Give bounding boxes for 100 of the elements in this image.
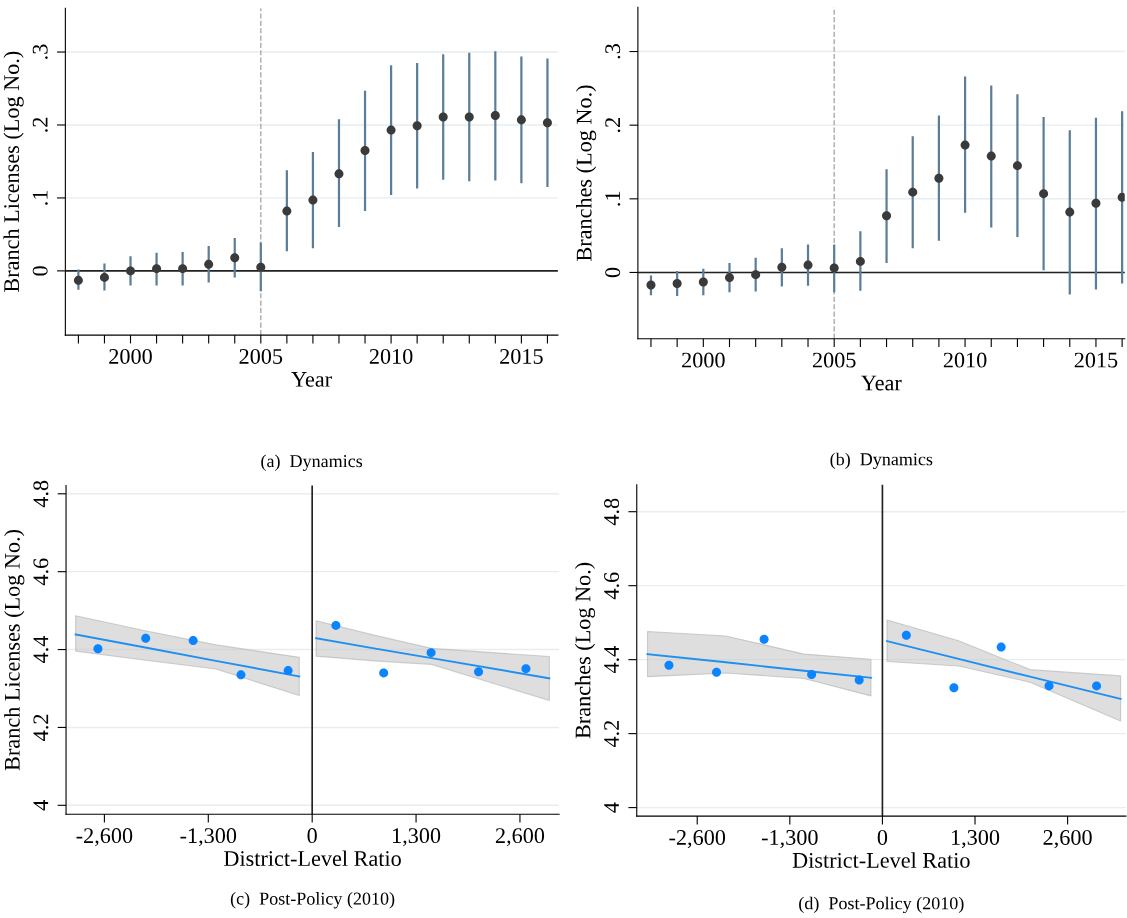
x-tick-label: 2015: [500, 348, 543, 364]
line-series: [74, 633, 301, 678]
x-tick-label: 2000: [682, 352, 725, 368]
point: [230, 253, 240, 263]
point: [490, 111, 500, 120]
point: [882, 211, 892, 221]
point: [1117, 192, 1125, 202]
y-tick-label: 4.2: [33, 714, 49, 741]
point: [803, 260, 813, 270]
point: [152, 264, 162, 274]
x-tick-label: 1,300: [951, 829, 1000, 849]
x-tick-label: 2010: [369, 348, 413, 364]
y-tick-label: 4.4: [604, 646, 620, 674]
point: [178, 264, 188, 274]
y-tick-label: .2: [32, 117, 48, 132]
point: [759, 634, 769, 644]
y-tick-label: 4: [33, 800, 49, 811]
x-axis-title: District-Level Ratio: [792, 852, 970, 868]
point: [438, 112, 448, 122]
point: [1092, 681, 1102, 691]
x-tick-label: 2005: [239, 348, 283, 364]
point: [308, 195, 318, 205]
point: [99, 272, 109, 282]
x-tick-label: 2,600: [495, 828, 545, 847]
point: [188, 636, 198, 646]
x-tick-label: 0: [307, 828, 317, 844]
point: [996, 642, 1006, 652]
y-tick-label: .3: [605, 44, 621, 59]
point: [93, 644, 103, 654]
x-axis-title: Year: [291, 372, 332, 387]
x-tick-label: -1,300: [761, 829, 818, 849]
y-axis-title: Branch Licenses (Log No.): [4, 529, 25, 771]
text: (c) Post-Policy (2010): [230, 892, 395, 909]
point: [725, 273, 734, 283]
y-tick-label: 4.2: [604, 720, 620, 748]
point: [646, 280, 656, 290]
text: (b) Dynamics: [830, 452, 933, 470]
x-tick-label: 2000: [109, 348, 152, 364]
x-tick-label: 0: [877, 829, 888, 845]
line-series: [315, 637, 551, 680]
y-tick-label: 0: [32, 266, 48, 276]
point: [141, 633, 151, 643]
x-tick-label: 2,600: [1043, 829, 1092, 849]
point: [854, 675, 864, 685]
point: [698, 277, 708, 287]
y-tick-label: 4.6: [604, 572, 620, 600]
x-tick-label: -2,600: [669, 829, 726, 849]
point: [934, 173, 944, 183]
x-axis-title: District-Level Ratio: [224, 850, 401, 867]
y-tick-label: .1: [32, 190, 48, 205]
point: [256, 262, 266, 272]
point: [829, 263, 839, 273]
x-axis-title: Year: [861, 375, 902, 391]
y-tick-label: 4: [604, 802, 619, 813]
y-axis-title: Branch Licenses (Log No.): [3, 51, 24, 292]
line-series: [886, 640, 1122, 700]
point: [331, 620, 341, 630]
x-tick-label: -1,300: [180, 828, 237, 847]
point: [807, 669, 817, 679]
point: [986, 151, 996, 161]
point: [542, 118, 552, 128]
point: [949, 683, 959, 693]
x-tick-label: 2005: [812, 352, 856, 368]
point: [521, 664, 531, 674]
point: [386, 125, 396, 135]
point: [464, 112, 474, 122]
point: [360, 146, 370, 156]
point: [1044, 681, 1054, 691]
point: [664, 660, 674, 670]
point: [126, 266, 136, 276]
point: [283, 666, 293, 676]
y-tick-label: .3: [32, 44, 48, 59]
y-tick-label: 4.8: [33, 480, 49, 508]
x-tick-label: 2010: [943, 352, 987, 368]
point: [751, 270, 761, 280]
y-tick-label: 0: [605, 267, 621, 278]
point: [672, 279, 682, 289]
point: [204, 259, 214, 269]
point: [474, 667, 484, 677]
y-tick-label: 4.8: [604, 498, 620, 526]
point: [282, 206, 292, 216]
x-tick-label: -2,600: [76, 828, 133, 847]
point: [1065, 207, 1075, 217]
point: [908, 187, 918, 197]
point: [426, 648, 436, 658]
y-tick-label: .1: [605, 191, 621, 206]
y-tick-label: .2: [605, 118, 621, 133]
point: [712, 667, 722, 677]
text: (a) Dynamics: [261, 454, 363, 471]
point: [1012, 161, 1022, 171]
y-tick-label: 4.6: [33, 558, 49, 586]
point: [236, 670, 246, 680]
point: [855, 256, 865, 266]
point: [901, 630, 911, 640]
y-axis-title: Branches (Log No.): [575, 85, 597, 261]
point: [412, 121, 422, 131]
x-tick-label: 1,300: [393, 828, 441, 847]
point: [73, 275, 83, 285]
y-tick-label: 4.4: [33, 636, 49, 664]
text: (d) Post-Policy (2010): [799, 896, 964, 914]
